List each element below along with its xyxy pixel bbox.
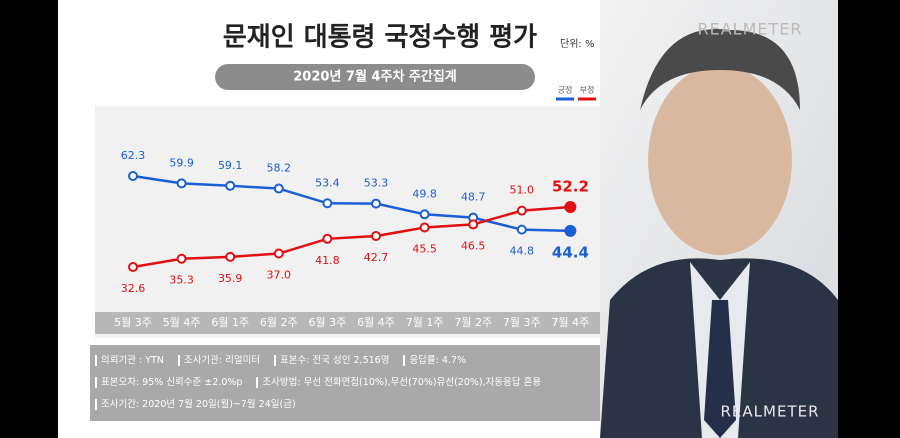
x-tick-label: 6월 2주 bbox=[260, 316, 298, 329]
x-tick-label: 5월 3주 bbox=[114, 316, 152, 329]
series-line bbox=[132, 205, 571, 269]
legend-label: 긍정 bbox=[558, 85, 573, 95]
unit: 단위: % bbox=[560, 37, 594, 50]
data-point bbox=[468, 219, 479, 230]
legend-label: 부정 bbox=[580, 85, 595, 95]
data-point bbox=[564, 224, 577, 237]
notes: 의뢰기관 : YTN 조사기관: 리얼미터 표본수: 전국 성인 2,516명 응답률… bbox=[95, 350, 600, 416]
data-label: 53.4 bbox=[315, 176, 340, 189]
data-point bbox=[273, 248, 284, 259]
data-label: 42.7 bbox=[364, 251, 389, 264]
data-label: 48.7 bbox=[461, 191, 486, 204]
x-tick-label: 7월 4주 bbox=[552, 316, 590, 329]
note-item: 표본수: 전국 성인 2,516명 bbox=[274, 355, 390, 366]
note-item: 조사방법: 무선 전화면접(10%),무선(70%)유선(20%),자동응답 혼… bbox=[256, 377, 542, 388]
data-label: 35.3 bbox=[169, 274, 194, 287]
data-point bbox=[371, 198, 381, 209]
data-label: 41.8 bbox=[315, 254, 340, 267]
data-label: 44.8 bbox=[510, 245, 535, 258]
data-point bbox=[176, 178, 187, 189]
portrait-face bbox=[648, 65, 792, 255]
data-label: 35.9 bbox=[218, 272, 243, 285]
data-label: 51.0 bbox=[510, 184, 535, 197]
data-point bbox=[128, 171, 138, 181]
chart-title: 문재인 대통령 국정수행 평가 bbox=[223, 23, 537, 53]
note-item: 조사기간: 2020년 7월 20일(월)~7월 24일(금) bbox=[95, 399, 296, 410]
note-item: 조사기관: 리얼미터 bbox=[177, 355, 261, 366]
data-point bbox=[419, 209, 430, 220]
series-line bbox=[132, 174, 571, 233]
data-label: 49.8 bbox=[412, 187, 437, 200]
data-point bbox=[516, 224, 527, 235]
data-label: 32.6 bbox=[121, 282, 146, 295]
x-tick-label: 6월 1주 bbox=[211, 316, 249, 329]
note-item: 응답률: 4.7% bbox=[403, 355, 467, 366]
plot-panel bbox=[95, 106, 600, 338]
data-point bbox=[516, 205, 527, 216]
data-label: 44.4 bbox=[552, 243, 589, 261]
brand: REALMETER bbox=[698, 20, 803, 39]
x-tick-label: 7월 3주 bbox=[503, 316, 541, 329]
data-label: 58.2 bbox=[267, 162, 292, 175]
data-point bbox=[419, 222, 430, 233]
note-item: 의뢰기관 : YTN bbox=[95, 355, 164, 366]
data-label: 37.0 bbox=[267, 269, 292, 282]
notes-box bbox=[90, 345, 600, 421]
data-point bbox=[322, 233, 333, 244]
data-point bbox=[322, 198, 333, 209]
portrait-hair bbox=[640, 29, 800, 110]
subtitle: 2020년 7월 4주차 주간집계 bbox=[293, 69, 457, 85]
x-tick-label: 7월 1주 bbox=[406, 316, 444, 329]
x-tick-label: 7월 2주 bbox=[454, 316, 492, 329]
subtitle-pill bbox=[215, 64, 535, 90]
data-point bbox=[273, 183, 284, 194]
note-row: 의뢰기관 : YTN 조사기관: 리얼미터 표본수: 전국 성인 2,516명 응답률… bbox=[95, 350, 600, 372]
note-row: 표본오차: 95% 신뢰수준 ±2.0%p 조사방법: 무선 전화면접(10%),… bbox=[95, 372, 600, 394]
data-point bbox=[176, 253, 187, 264]
x-tick-label: 6월 3주 bbox=[309, 316, 347, 329]
brand-bottom: REALMETER bbox=[721, 403, 820, 421]
x-tick-label: 6월 4주 bbox=[357, 316, 395, 329]
data-point bbox=[371, 231, 381, 242]
note-item: 표본오차: 95% 신뢰수준 ±2.0%p bbox=[95, 377, 243, 388]
data-point bbox=[225, 251, 236, 262]
data-label: 53.3 bbox=[364, 177, 389, 190]
note-row: 조사기간: 2020년 7월 20일(월)~7월 24일(금) bbox=[95, 394, 600, 416]
data-label: 59.9 bbox=[169, 156, 194, 169]
x-tick-label: 5월 4주 bbox=[163, 316, 201, 329]
data-label: 52.2 bbox=[552, 177, 589, 195]
data-point bbox=[564, 200, 577, 213]
data-label: 45.5 bbox=[412, 242, 437, 255]
notes-list: 의뢰기관 : YTN 조사기관: 리얼미터 표본수: 전국 성인 2,516명 응답률… bbox=[95, 350, 600, 416]
category-band bbox=[95, 312, 600, 334]
data-label: 46.5 bbox=[461, 239, 486, 252]
data-label: 59.1 bbox=[218, 159, 243, 172]
data-label: 62.3 bbox=[121, 149, 146, 162]
data-point bbox=[128, 262, 138, 272]
data-point bbox=[225, 180, 236, 191]
portrait-tie bbox=[704, 300, 736, 438]
